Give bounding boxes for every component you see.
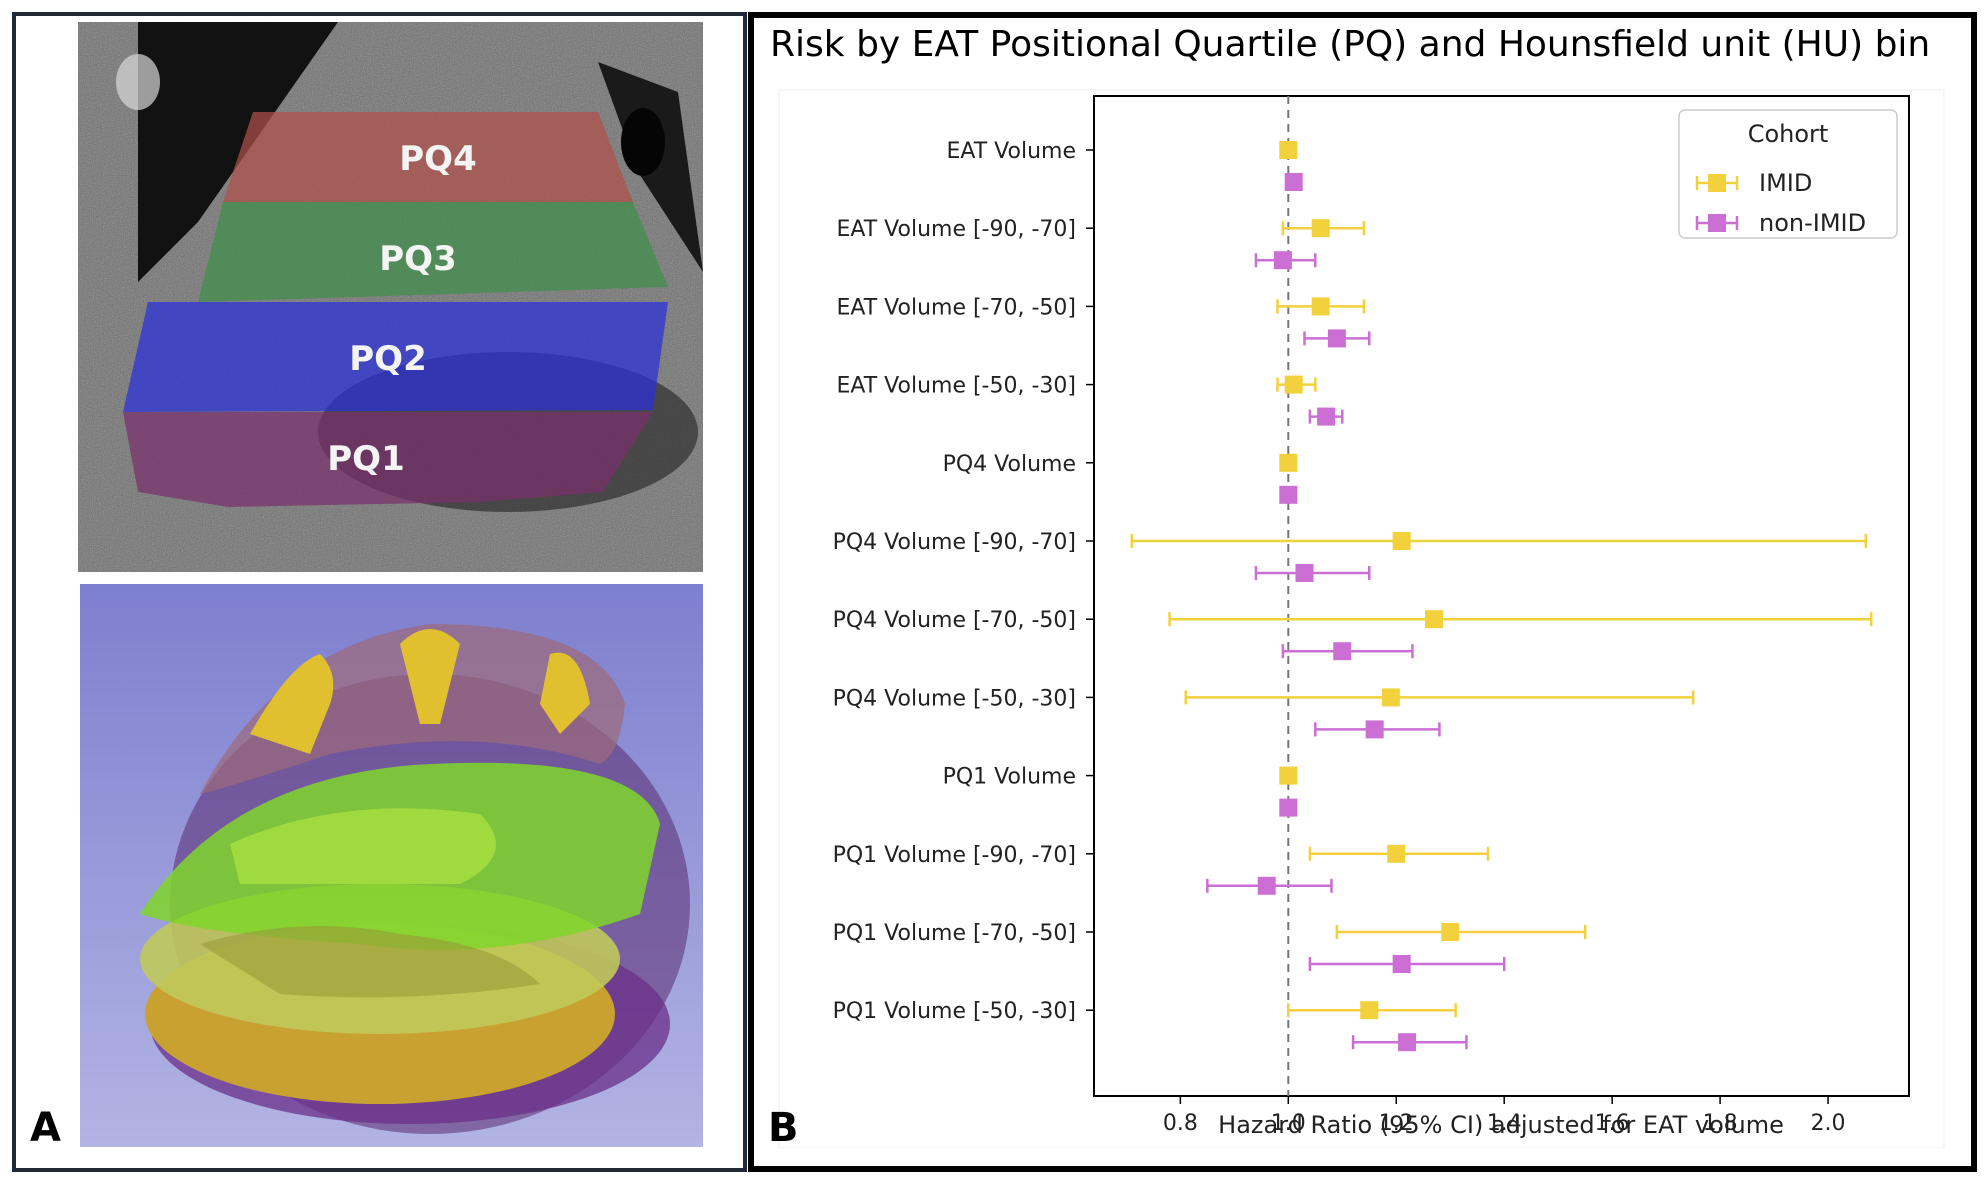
- legend-box: [1678, 109, 1898, 239]
- y-tick-label: PQ1 Volume: [943, 765, 1076, 790]
- x-tick-label: 1.4: [1487, 1111, 1522, 1136]
- ct-slice-image: PQ4 PQ3 PQ2 PQ1: [78, 22, 703, 572]
- x-tick-label: 1.6: [1595, 1111, 1630, 1136]
- hr-point: [1273, 251, 1292, 270]
- hr-point: [1387, 844, 1406, 863]
- pq2-label: PQ2: [349, 339, 426, 379]
- hr-point: [1441, 923, 1460, 941]
- hr-point: [1279, 141, 1298, 159]
- pq4-region: [223, 112, 633, 202]
- hr-point: [1317, 407, 1336, 426]
- hr-point: [1360, 1001, 1379, 1020]
- pq4-label: PQ4: [399, 139, 476, 179]
- y-tick-label: PQ1 Volume [-90, -70]: [833, 843, 1076, 868]
- panel-b-letter: B: [768, 1105, 799, 1151]
- y-tick-label: EAT Volume: [947, 139, 1077, 164]
- x-tick-label: 1.2: [1379, 1111, 1414, 1136]
- hr-point: [1284, 173, 1303, 191]
- y-tick-label: EAT Volume [-50, -30]: [836, 374, 1076, 399]
- hr-point: [1279, 766, 1298, 785]
- pq3-region: [198, 202, 668, 302]
- hr-point: [1398, 1033, 1417, 1052]
- legend-label: IMID: [1759, 169, 1812, 197]
- x-tick-label: 1.0: [1271, 1111, 1306, 1136]
- legend-label: non-IMID: [1759, 209, 1866, 237]
- panel-a-letter: A: [30, 1105, 61, 1151]
- pq1-label: PQ1: [327, 439, 404, 479]
- pq1-region: [123, 412, 653, 507]
- y-tick-label: PQ1 Volume [-70, -50]: [833, 921, 1076, 946]
- hr-point: [1284, 375, 1303, 394]
- hr-point: [1425, 610, 1444, 629]
- hr-point: [1257, 876, 1276, 895]
- legend-marker: [1708, 174, 1726, 192]
- legend-title: Cohort: [1748, 120, 1829, 148]
- hr-point: [1333, 642, 1352, 661]
- hr-point: [1365, 720, 1384, 739]
- hr-point: [1295, 564, 1314, 582]
- pq3-label: PQ3: [379, 239, 456, 279]
- hr-point: [1381, 688, 1400, 707]
- y-tick-label: EAT Volume [-90, -70]: [836, 217, 1076, 242]
- y-tick-label: PQ1 Volume [-50, -30]: [833, 999, 1076, 1024]
- hr-point: [1392, 532, 1411, 550]
- x-axis-title: Hazard Ratio (95% CI) adjusted for EAT v…: [1218, 1111, 1784, 1139]
- chart-title: Risk by EAT Positional Quartile (PQ) and…: [770, 24, 1931, 65]
- hr-point: [1311, 219, 1330, 238]
- y-tick-label: PQ4 Volume: [943, 452, 1076, 477]
- y-tick-label: PQ4 Volume [-90, -70]: [833, 530, 1076, 555]
- x-tick-label: 1.8: [1703, 1111, 1738, 1136]
- hr-point: [1327, 329, 1346, 348]
- hr-point: [1279, 798, 1298, 817]
- y-tick-label: PQ4 Volume [-50, -30]: [833, 686, 1076, 711]
- legend-marker: [1708, 214, 1726, 232]
- x-tick-label: 2.0: [1811, 1111, 1846, 1136]
- y-tick-label: EAT Volume [-70, -50]: [836, 295, 1076, 320]
- x-tick-label: 0.8: [1163, 1111, 1198, 1136]
- legend: Cohort IMID non-IMID: [1678, 109, 1898, 239]
- hr-point: [1392, 955, 1411, 973]
- plot-area: [1093, 95, 1910, 1097]
- 3d-render-image: [80, 584, 703, 1147]
- pq2-region: [123, 302, 668, 412]
- hr-point: [1279, 485, 1298, 504]
- y-tick-label: PQ4 Volume [-70, -50]: [833, 608, 1076, 633]
- hr-point: [1311, 297, 1330, 316]
- hr-point: [1279, 453, 1298, 472]
- forest-plot: 0.8 1.0 1.2 1.4 1.6 1.8 2.0 EAT Volume EAT Volum…: [778, 89, 1945, 1148]
